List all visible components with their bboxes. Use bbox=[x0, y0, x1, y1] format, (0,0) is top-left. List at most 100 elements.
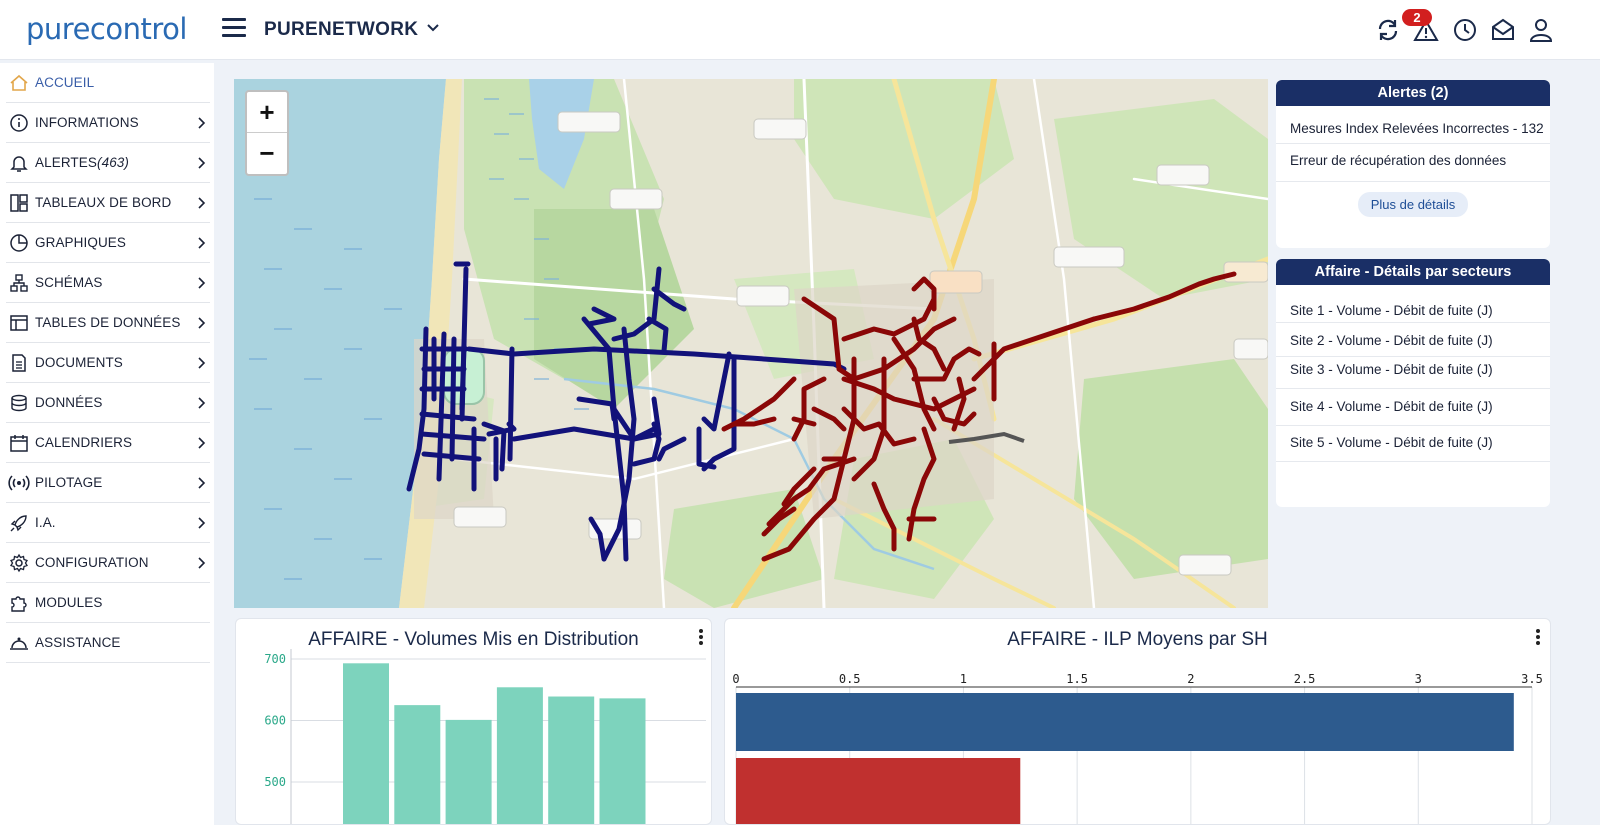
sidebar-item-label: ALERTES(463) bbox=[35, 155, 129, 170]
sidebar-item-modules[interactable]: MODULES bbox=[6, 583, 210, 623]
sidebar-item-label: CONFIGURATION bbox=[35, 555, 149, 570]
purecontrol-logo[interactable]: purecontrol bbox=[26, 12, 187, 46]
sectors-panel-title: Affaire - Détails par secteurs bbox=[1276, 259, 1550, 285]
map-canvas[interactable] bbox=[234, 79, 1268, 608]
ilp-chart-card: AFFAIRE - ILP Moyens par SH 0 0.5 1 1.5 2 2.5… bbox=[724, 618, 1551, 825]
sidebar-item-tables-de-donnees[interactable]: TABLES DE DONNÉES bbox=[6, 303, 210, 343]
puzzle-icon bbox=[8, 592, 30, 614]
bar bbox=[496, 687, 543, 824]
sidebar-item-pilotage[interactable]: PILOTAGE bbox=[6, 463, 210, 503]
sidebar-item-informations[interactable]: INFORMATIONS bbox=[6, 103, 210, 143]
x-tick-label: 1.5 bbox=[1066, 672, 1088, 686]
sidebar-item-label: SCHÉMAS bbox=[35, 275, 103, 290]
user-icon[interactable] bbox=[1527, 16, 1555, 44]
mail-icon[interactable] bbox=[1489, 16, 1517, 44]
sidebar-item-label: DONNÉES bbox=[35, 395, 103, 410]
sidebar-item-configuration[interactable]: CONFIGURATION bbox=[6, 543, 210, 583]
x-tick-label: 0 bbox=[732, 672, 739, 686]
chevron-right-icon bbox=[198, 197, 206, 209]
chart-title: AFFAIRE - Volumes Mis en Distribution bbox=[308, 629, 639, 650]
x-tick-label: 0.5 bbox=[839, 672, 861, 686]
y-tick-label: 500 bbox=[264, 775, 286, 789]
schema-icon bbox=[8, 272, 30, 294]
sidebar-item-accueil[interactable]: ACCUEIL bbox=[6, 63, 210, 103]
bar bbox=[394, 705, 441, 824]
rocket-icon bbox=[8, 512, 30, 534]
sidebar-item-documents[interactable]: DOCUMENTS bbox=[6, 343, 210, 383]
top-header: purecontrol PURENETWORK 2 bbox=[0, 0, 1600, 60]
sidebar-item-label: INFORMATIONS bbox=[35, 115, 139, 130]
sidebar-item-label: I.A. bbox=[35, 515, 56, 530]
alert-item[interactable]: Erreur de récupération des données bbox=[1276, 144, 1550, 182]
refresh-icon[interactable] bbox=[1374, 16, 1402, 44]
chevron-right-icon bbox=[198, 517, 206, 529]
chevron-right-icon bbox=[198, 317, 206, 329]
alert-count: (463) bbox=[96, 155, 129, 170]
sector-item[interactable]: Site 2 - Volume - Débit de fuite (J) bbox=[1276, 323, 1550, 357]
sidebar-item-graphiques[interactable]: GRAPHIQUES bbox=[6, 223, 210, 263]
sidebar-item-tableaux-de-bord[interactable]: TABLEAUX DE BORD bbox=[6, 183, 210, 223]
calendar-icon bbox=[8, 432, 30, 454]
chevron-down-icon[interactable] bbox=[424, 19, 442, 37]
chevron-right-icon bbox=[198, 437, 206, 449]
network-map[interactable]: + − bbox=[234, 79, 1268, 608]
chevron-right-icon bbox=[198, 397, 206, 409]
sector-item[interactable]: Site 5 - Volume - Débit de fuite (J) bbox=[1276, 426, 1550, 462]
bar bbox=[445, 719, 492, 824]
chevron-right-icon bbox=[198, 557, 206, 569]
chart-menu-icon[interactable] bbox=[698, 629, 704, 647]
sector-item[interactable]: Site 3 - Volume - Débit de fuite (J) bbox=[1276, 357, 1550, 389]
sidebar-item-label: TABLEAUX DE BORD bbox=[35, 195, 172, 210]
sidebar-item-label: CALENDRIERS bbox=[35, 435, 133, 450]
volumes-chart-card: AFFAIRE - Volumes Mis en Distribution 50… bbox=[235, 618, 712, 825]
helpdesk-icon bbox=[8, 632, 30, 654]
chevron-right-icon bbox=[198, 237, 206, 249]
home-icon bbox=[8, 72, 30, 94]
history-clock-icon[interactable] bbox=[1451, 16, 1479, 44]
sidebar-item-alertes[interactable]: ALERTES(463) bbox=[6, 143, 210, 183]
alerts-panel-title: Alertes (2) bbox=[1276, 80, 1550, 106]
alert-count-badge: 2 bbox=[1402, 9, 1432, 26]
chevron-right-icon bbox=[198, 357, 206, 369]
zoom-out-button[interactable]: − bbox=[259, 138, 275, 168]
x-tick-label: 1 bbox=[960, 672, 967, 686]
alert-item[interactable]: Mesures Index Relevées Incorrectes - 132 bbox=[1276, 106, 1550, 144]
broadcast-icon bbox=[8, 472, 30, 494]
network-selector[interactable]: PURENETWORK bbox=[264, 19, 419, 40]
bar bbox=[599, 698, 646, 824]
sector-item[interactable]: Site 4 - Volume - Débit de fuite (J) bbox=[1276, 389, 1550, 426]
table-icon bbox=[8, 312, 30, 334]
volumes-bar-chart: 500 600 700 bbox=[264, 649, 706, 824]
sidebar-item-ia[interactable]: I.A. bbox=[6, 503, 210, 543]
sidebar-item-assistance[interactable]: ASSISTANCE bbox=[6, 623, 210, 663]
y-tick-label: 700 bbox=[264, 652, 286, 666]
ilp-bar-chart: 0 0.5 1 1.5 2 2.5 3 3.5 bbox=[732, 672, 1543, 824]
document-icon bbox=[8, 352, 30, 374]
bar bbox=[736, 758, 1021, 824]
chart-menu-icon[interactable] bbox=[1535, 629, 1541, 647]
warning-icon[interactable] bbox=[1412, 16, 1440, 44]
sidebar-item-label: PILOTAGE bbox=[35, 475, 103, 490]
more-details-button[interactable]: Plus de détails bbox=[1357, 192, 1469, 217]
hamburger-menu-icon[interactable] bbox=[222, 18, 246, 40]
sidebar-item-donnees[interactable]: DONNÉES bbox=[6, 383, 210, 423]
sidebar-item-label: MODULES bbox=[35, 595, 103, 610]
info-icon bbox=[8, 112, 30, 134]
sidebar-item-label: ACCUEIL bbox=[35, 75, 95, 90]
sidebar-item-label: DOCUMENTS bbox=[35, 355, 123, 370]
dashboard-icon bbox=[8, 192, 30, 214]
sidebar-item-schemas[interactable]: SCHÉMAS bbox=[6, 263, 210, 303]
zoom-in-button[interactable]: + bbox=[247, 92, 287, 133]
sector-item[interactable]: Site 1 - Volume - Débit de fuite (J) bbox=[1276, 285, 1550, 323]
alerts-panel: Alertes (2) Mesures Index Relevées Incor… bbox=[1276, 80, 1550, 248]
chevron-right-icon bbox=[198, 277, 206, 289]
x-tick-label: 2 bbox=[1187, 672, 1194, 686]
y-tick-label: 600 bbox=[264, 714, 286, 728]
sidebar-item-label: GRAPHIQUES bbox=[35, 235, 127, 250]
sidebar-item-calendriers[interactable]: CALENDRIERS bbox=[6, 423, 210, 463]
x-tick-label: 3.5 bbox=[1521, 672, 1543, 686]
sidebar-item-label: ASSISTANCE bbox=[35, 635, 121, 650]
more-details-wrap: Plus de détails bbox=[1276, 182, 1550, 217]
chevron-right-icon bbox=[198, 477, 206, 489]
sidebar: ACCUEIL INFORMATIONS ALERTES(463) TABLEA… bbox=[0, 63, 214, 825]
